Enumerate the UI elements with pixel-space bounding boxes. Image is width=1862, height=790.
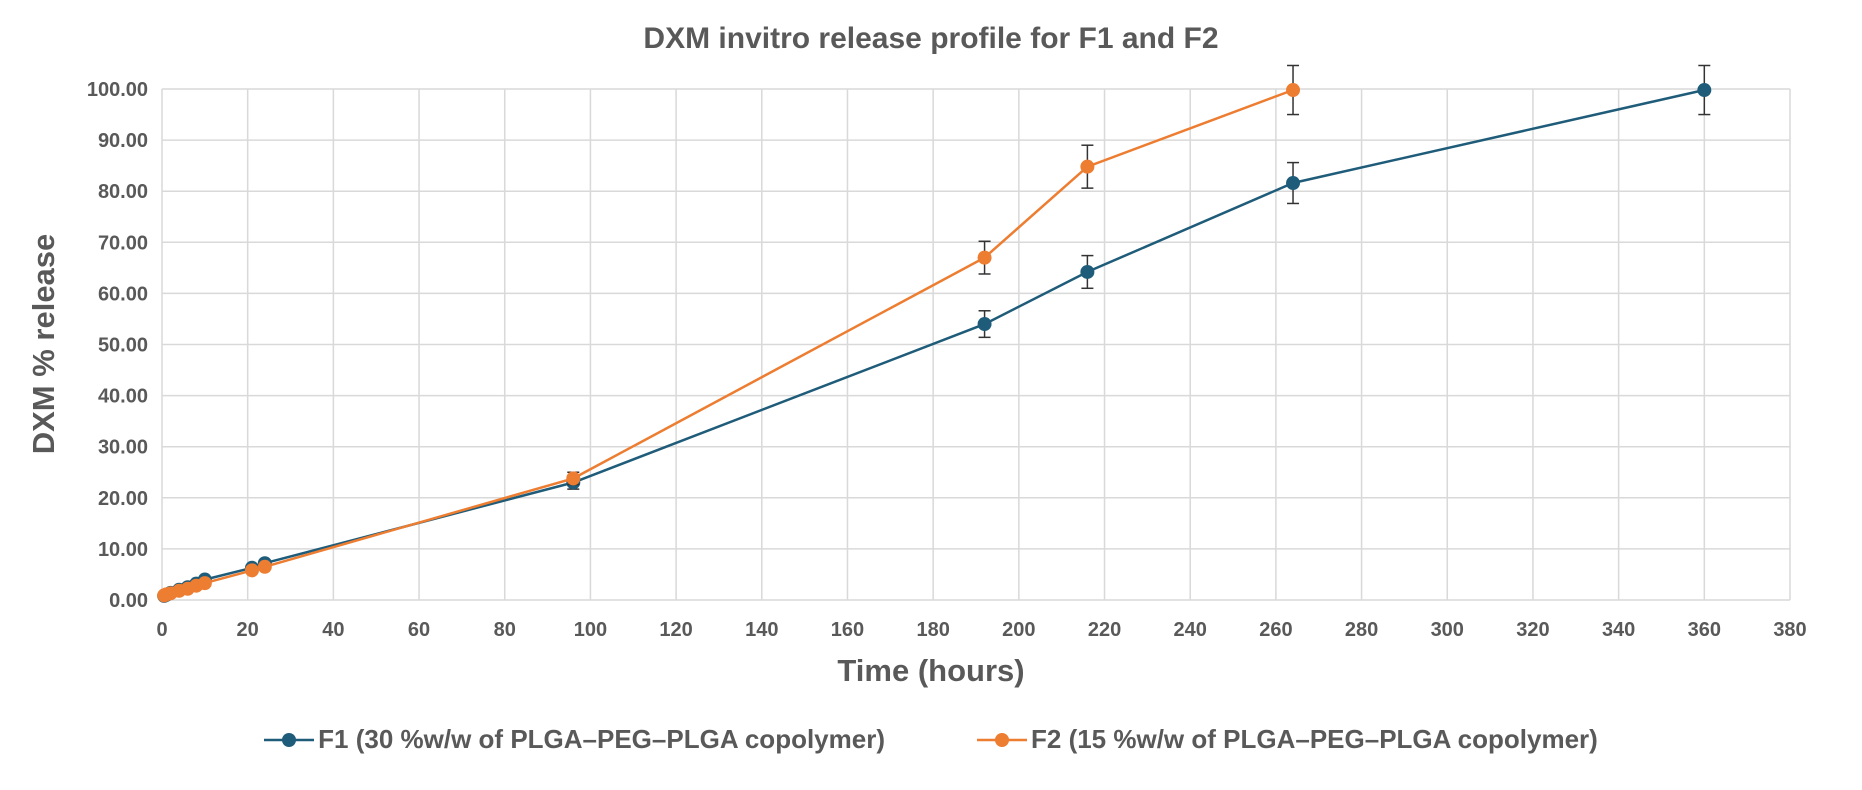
y-tick-label: 70.00: [98, 232, 148, 254]
x-tick-label: 160: [831, 619, 864, 641]
x-tick-label: 340: [1602, 619, 1635, 641]
data-point-f2: [257, 559, 272, 574]
legend-label-f1: F1 (30 %w/w of PLGA–PEG–PLGA copolymer): [318, 724, 885, 754]
x-tick-label: 0: [156, 619, 167, 641]
x-tick-label: 220: [1088, 619, 1121, 641]
x-tick-label: 300: [1431, 619, 1464, 641]
x-tick-label: 140: [745, 619, 778, 641]
y-axis-label: DXM % release: [26, 233, 61, 455]
series-line-f1: [163, 88, 1705, 598]
data-point-f2: [244, 563, 259, 578]
x-tick-label: 380: [1773, 619, 1806, 641]
legend-item-f1: F1 (30 %w/w of PLGA–PEG–PLGA copolymer): [264, 724, 885, 755]
data-point-f2: [566, 471, 581, 486]
x-tick-label: 80: [494, 619, 516, 641]
x-tick-label: 280: [1345, 619, 1378, 641]
x-tick-label: 20: [237, 619, 259, 641]
x-axis-label: Time (hours): [837, 653, 1025, 688]
chart-title: DXM invitro release profile for F1 and F…: [643, 22, 1219, 55]
legend-label-f2: F2 (15 %w/w of PLGA–PEG–PLGA copolymer): [1031, 724, 1598, 754]
y-tick-label: 90.00: [98, 130, 148, 152]
y-tick-label: 0.00: [109, 590, 148, 612]
y-tick-label: 10.00: [98, 539, 148, 561]
x-tick-label: 200: [1002, 619, 1035, 641]
x-tick-label: 60: [408, 619, 430, 641]
x-tick-label: 260: [1259, 619, 1292, 641]
y-tick-label: 30.00: [98, 437, 148, 459]
x-tick-label: 120: [659, 619, 692, 641]
y-tick-label: 40.00: [98, 386, 148, 408]
legend-marker-f2-icon: [977, 732, 1027, 747]
y-tick-label: 100.00: [87, 79, 148, 101]
grid-lines: [161, 88, 1791, 601]
legend: F1 (30 %w/w of PLGA–PEG–PLGA copolymer) …: [0, 724, 1862, 755]
x-tick-label: 40: [322, 619, 344, 641]
y-tick-label: 50.00: [98, 335, 148, 357]
x-tick-label: 360: [1688, 619, 1721, 641]
x-tick-label: 240: [1174, 619, 1207, 641]
tick-labels: 0 20 40 60 80 100 120 140 160 180 200 220 240 260 280 3…: [87, 79, 1807, 641]
x-tick-label: 180: [916, 619, 949, 641]
legend-item-f2: F2 (15 %w/w of PLGA–PEG–PLGA copolymer): [977, 724, 1598, 755]
data-point-f2: [1080, 159, 1095, 174]
series-layer: [157, 64, 1712, 603]
data-point-f2: [197, 576, 212, 591]
data-point-f1: [977, 317, 992, 332]
data-point-f2: [1286, 83, 1301, 98]
y-tick-label: 60.00: [98, 283, 148, 305]
legend-marker-f1-icon: [264, 732, 315, 747]
data-point-f1: [1286, 176, 1301, 191]
data-point-f1: [1697, 83, 1712, 98]
y-tick-label: 80.00: [98, 181, 148, 203]
data-point-f2: [977, 250, 992, 265]
y-tick-label: 20.00: [98, 488, 148, 510]
data-point-f1: [1080, 264, 1095, 279]
x-tick-label: 320: [1516, 619, 1549, 641]
x-tick-label: 100: [574, 619, 607, 641]
